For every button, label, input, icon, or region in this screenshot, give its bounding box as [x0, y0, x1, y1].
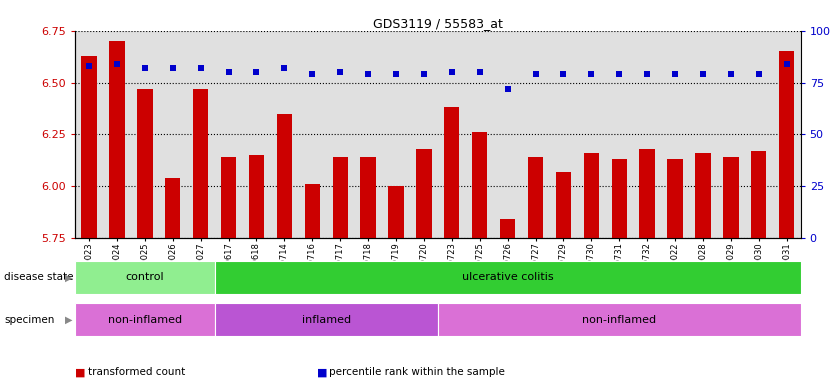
- Point: [668, 71, 681, 77]
- Point: [641, 71, 654, 77]
- Title: GDS3119 / 55583_at: GDS3119 / 55583_at: [373, 17, 503, 30]
- Bar: [500, 219, 515, 238]
- Bar: [249, 155, 264, 238]
- Point: [752, 71, 766, 77]
- Point: [557, 71, 570, 77]
- Bar: [472, 132, 487, 238]
- Point: [445, 69, 459, 75]
- Text: ▶: ▶: [65, 272, 73, 283]
- Point: [417, 71, 430, 77]
- Bar: [528, 157, 543, 238]
- Bar: [611, 159, 627, 238]
- Bar: [555, 172, 571, 238]
- Bar: [82, 56, 97, 238]
- Point: [305, 71, 319, 77]
- Bar: [445, 108, 460, 238]
- Point: [724, 71, 737, 77]
- Bar: [137, 89, 153, 238]
- Text: ■: ■: [75, 367, 86, 377]
- Bar: [389, 186, 404, 238]
- Bar: [360, 157, 376, 238]
- Bar: [667, 159, 683, 238]
- Point: [334, 69, 347, 75]
- Bar: [584, 153, 599, 238]
- Point: [166, 65, 179, 71]
- Bar: [109, 41, 124, 238]
- Text: disease state: disease state: [4, 272, 73, 283]
- Point: [83, 63, 96, 69]
- Text: transformed count: transformed count: [88, 367, 185, 377]
- Text: inflamed: inflamed: [302, 314, 351, 325]
- Bar: [221, 157, 236, 238]
- Point: [278, 65, 291, 71]
- Bar: [416, 149, 431, 238]
- Bar: [779, 51, 794, 238]
- Point: [222, 69, 235, 75]
- Bar: [277, 114, 292, 238]
- Text: ■: ■: [317, 367, 328, 377]
- Bar: [438, 303, 801, 336]
- Point: [389, 71, 403, 77]
- Text: ulcerative colitis: ulcerative colitis: [462, 272, 554, 283]
- Bar: [696, 153, 711, 238]
- Bar: [723, 157, 739, 238]
- Point: [361, 71, 374, 77]
- Text: percentile rank within the sample: percentile rank within the sample: [329, 367, 505, 377]
- Text: non-inflamed: non-inflamed: [582, 314, 656, 325]
- Text: specimen: specimen: [4, 314, 54, 325]
- Bar: [75, 303, 214, 336]
- Bar: [640, 149, 655, 238]
- Point: [529, 71, 542, 77]
- Text: non-inflamed: non-inflamed: [108, 314, 182, 325]
- Point: [501, 86, 515, 92]
- Point: [249, 69, 263, 75]
- Bar: [165, 178, 180, 238]
- Point: [696, 71, 710, 77]
- Point: [585, 71, 598, 77]
- Bar: [75, 261, 214, 294]
- Bar: [751, 151, 766, 238]
- Point: [780, 61, 793, 67]
- Point: [138, 65, 152, 71]
- Bar: [214, 261, 801, 294]
- Bar: [333, 157, 348, 238]
- Text: control: control: [125, 272, 164, 283]
- Bar: [214, 303, 438, 336]
- Point: [110, 61, 123, 67]
- Bar: [193, 89, 208, 238]
- Point: [473, 69, 486, 75]
- Bar: [304, 184, 320, 238]
- Text: ▶: ▶: [65, 314, 73, 325]
- Point: [612, 71, 626, 77]
- Point: [194, 65, 208, 71]
